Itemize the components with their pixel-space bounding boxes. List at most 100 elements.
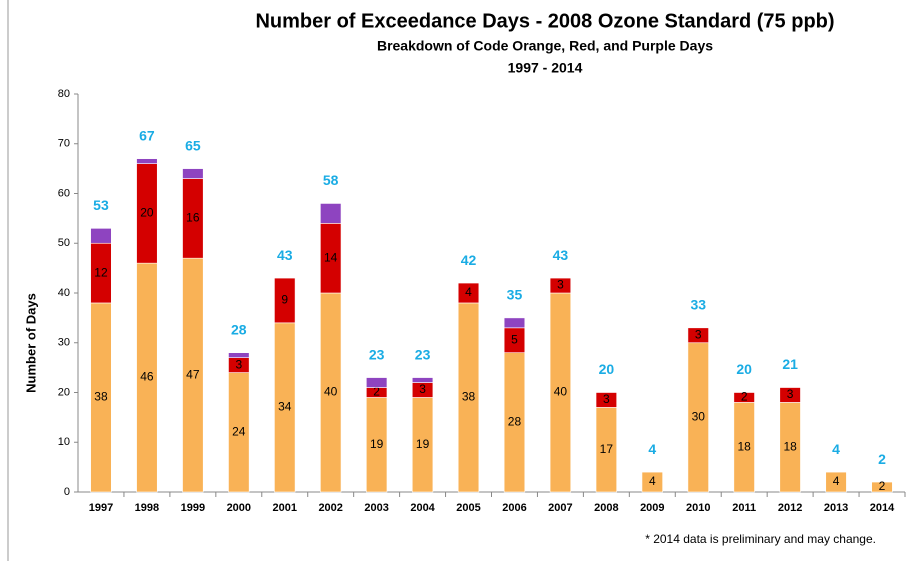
data-label: 2: [741, 390, 748, 404]
data-label: 3: [419, 382, 426, 396]
data-label: 20: [140, 206, 154, 220]
data-label: 3: [557, 278, 564, 292]
data-label: 2: [879, 479, 886, 493]
data-label: 4: [649, 474, 656, 488]
total-label: 43: [553, 247, 569, 263]
total-label: 53: [93, 197, 109, 213]
total-label: 4: [648, 441, 656, 457]
x-tick-label: 1999: [181, 502, 205, 514]
total-label: 28: [231, 321, 247, 337]
total-label: 4: [832, 441, 840, 457]
x-tick-label: 2001: [273, 502, 297, 514]
bar-segment: [641, 471, 663, 493]
y-axis-label: Number of Days: [23, 293, 38, 393]
y-tick-label: 60: [58, 187, 70, 199]
data-label: 47: [186, 367, 200, 381]
x-tick-label: 2014: [870, 502, 895, 514]
total-label: 43: [277, 247, 293, 263]
y-tick-label: 40: [58, 287, 70, 299]
x-tick-label: 2002: [318, 502, 342, 514]
bar-segment: [136, 158, 158, 164]
bar-segment: [320, 203, 342, 224]
footnote: * 2014 data is preliminary and may chang…: [645, 532, 876, 546]
bar-segment: [411, 377, 434, 383]
chart-title: Number of Exceedance Days - 2008 Ozone S…: [255, 10, 834, 32]
bar-segment: [274, 277, 296, 324]
total-label: 20: [736, 361, 752, 377]
chart-subtitle: Breakdown of Code Orange, Red, and Purpl…: [377, 38, 713, 54]
data-label: 40: [554, 385, 568, 399]
bar-segment: [825, 471, 847, 493]
bar-segment: [779, 387, 801, 403]
data-label: 9: [281, 293, 288, 307]
bar-segment: [90, 228, 112, 244]
y-tick-label: 70: [58, 138, 70, 150]
y-tick-label: 30: [58, 337, 70, 349]
x-tick-label: 1997: [89, 502, 113, 514]
chart-subtitle: 1997 - 2014: [508, 60, 583, 76]
bar-segment: [733, 392, 755, 403]
data-label: 38: [462, 390, 476, 404]
bar-segment: [457, 282, 480, 304]
data-label: 4: [465, 285, 472, 299]
data-label: 3: [695, 327, 702, 341]
data-label: 14: [324, 250, 338, 264]
data-label: 12: [94, 265, 108, 279]
x-tick-label: 2009: [640, 502, 664, 514]
bar-segment: [182, 168, 204, 179]
x-tick-label: 2013: [824, 502, 848, 514]
total-label: 2: [878, 451, 886, 467]
total-label: 23: [415, 346, 431, 362]
bar-segment: [503, 317, 526, 329]
y-tick-label: 50: [58, 237, 70, 249]
x-tick-label: 1998: [135, 502, 159, 514]
y-tick-label: 20: [58, 386, 70, 398]
total-label: 65: [185, 137, 201, 153]
data-label: 30: [692, 410, 706, 424]
total-label: 35: [507, 287, 523, 303]
x-tick-label: 2008: [594, 502, 618, 514]
x-tick-label: 2003: [364, 502, 388, 514]
bar-segment: [687, 327, 709, 344]
bar-segment: [595, 392, 617, 408]
total-label: 58: [323, 172, 339, 188]
x-tick-label: 2005: [456, 502, 480, 514]
bar-segment: [871, 481, 893, 493]
total-label: 23: [369, 346, 385, 362]
data-label: 46: [140, 370, 154, 384]
x-tick-label: 2000: [227, 502, 251, 514]
data-label: 2: [373, 385, 380, 399]
data-label: 4: [833, 474, 840, 488]
total-label: 42: [461, 252, 477, 268]
bar-segment: [228, 352, 250, 358]
y-tick-label: 80: [58, 88, 70, 100]
total-label: 67: [139, 127, 155, 143]
total-label: 21: [782, 356, 798, 372]
y-tick-label: 10: [58, 436, 70, 448]
data-label: 18: [783, 439, 797, 453]
x-tick-label: 2012: [778, 502, 802, 514]
data-label: 17: [600, 442, 614, 456]
x-tick-label: 2010: [686, 502, 710, 514]
data-label: 38: [94, 390, 108, 404]
data-label: 3: [787, 387, 794, 401]
data-label: 5: [511, 332, 518, 346]
y-tick-label: 0: [64, 486, 70, 498]
x-tick-label: 2004: [410, 502, 435, 514]
total-label: 20: [599, 361, 615, 377]
data-label: 40: [324, 385, 338, 399]
data-label: 19: [370, 437, 384, 451]
bar-segment: [366, 377, 388, 388]
data-label: 18: [738, 439, 752, 453]
data-label: 3: [603, 392, 610, 406]
total-label: 33: [690, 297, 706, 313]
x-tick-label: 2007: [548, 502, 572, 514]
x-tick-label: 2006: [502, 502, 526, 514]
data-label: 16: [186, 211, 200, 225]
data-label: 3: [235, 357, 242, 371]
data-label: 19: [416, 437, 430, 451]
data-label: 28: [508, 415, 522, 429]
data-label: 34: [278, 400, 292, 414]
x-tick-label: 2011: [732, 502, 756, 514]
